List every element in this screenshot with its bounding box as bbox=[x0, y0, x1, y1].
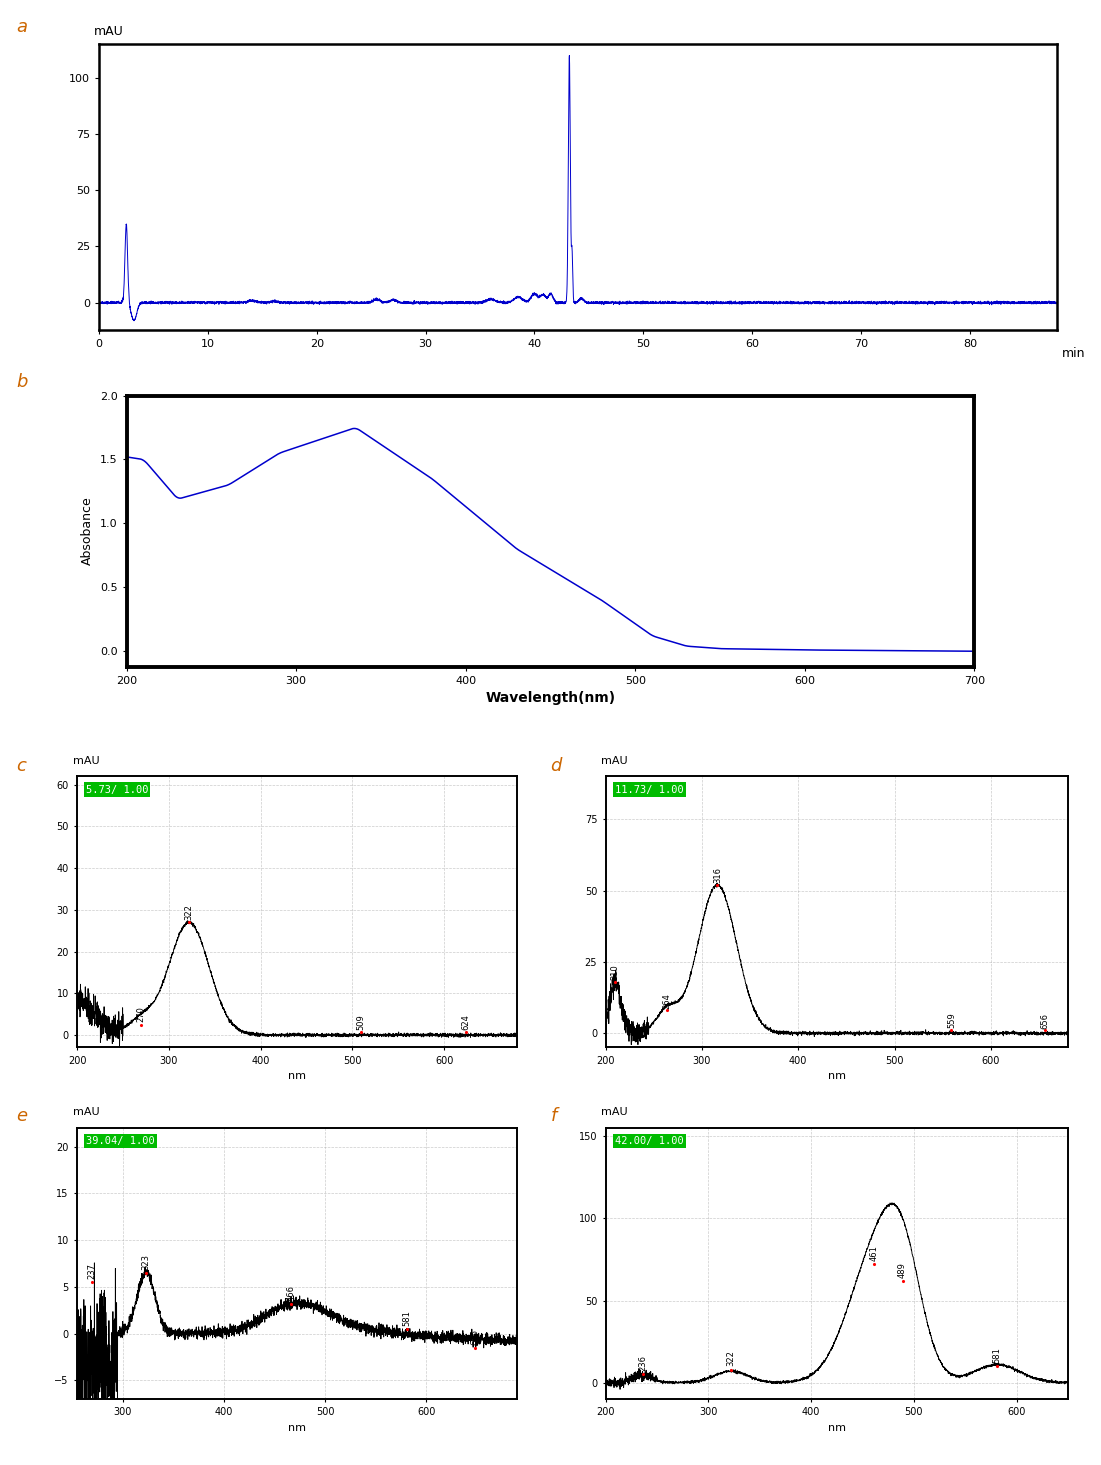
Text: 236: 236 bbox=[639, 1355, 647, 1371]
Text: 264: 264 bbox=[663, 993, 672, 1009]
Text: mAU: mAU bbox=[601, 1108, 628, 1118]
Text: 559: 559 bbox=[947, 1012, 956, 1028]
Text: 656: 656 bbox=[470, 1329, 479, 1345]
Text: mAU: mAU bbox=[73, 1108, 99, 1118]
Text: c: c bbox=[17, 756, 26, 775]
X-axis label: nm: nm bbox=[828, 1071, 846, 1081]
Text: 42.00/ 1.00: 42.00/ 1.00 bbox=[614, 1137, 684, 1146]
Text: 581: 581 bbox=[403, 1310, 412, 1326]
Text: b: b bbox=[17, 372, 28, 391]
Text: mAU: mAU bbox=[601, 756, 628, 766]
Text: 316: 316 bbox=[712, 867, 722, 883]
Text: 237: 237 bbox=[88, 1263, 97, 1279]
Text: mAU: mAU bbox=[95, 25, 124, 38]
Text: 323: 323 bbox=[141, 1254, 151, 1270]
Text: 624: 624 bbox=[461, 1014, 470, 1030]
Text: 270: 270 bbox=[137, 1006, 145, 1023]
Text: d: d bbox=[550, 756, 562, 775]
Text: e: e bbox=[17, 1106, 28, 1125]
Text: 210: 210 bbox=[611, 964, 620, 980]
Text: 322: 322 bbox=[185, 904, 194, 920]
Y-axis label: Absobance: Absobance bbox=[81, 497, 95, 565]
X-axis label: nm: nm bbox=[288, 1071, 306, 1081]
Text: 466: 466 bbox=[286, 1285, 295, 1301]
Text: 581: 581 bbox=[993, 1346, 1002, 1362]
Text: a: a bbox=[17, 18, 28, 37]
Text: 656: 656 bbox=[1040, 1012, 1049, 1028]
X-axis label: Wavelength(nm): Wavelength(nm) bbox=[486, 691, 615, 705]
X-axis label: nm: nm bbox=[288, 1423, 306, 1433]
Text: f: f bbox=[550, 1106, 557, 1125]
Text: min: min bbox=[1061, 347, 1086, 360]
X-axis label: nm: nm bbox=[828, 1423, 846, 1433]
Text: 509: 509 bbox=[356, 1014, 366, 1030]
Text: 39.04/ 1.00: 39.04/ 1.00 bbox=[86, 1137, 154, 1146]
Text: 5.73/ 1.00: 5.73/ 1.00 bbox=[86, 785, 149, 794]
Text: 11.73/ 1.00: 11.73/ 1.00 bbox=[614, 785, 684, 794]
Text: 489: 489 bbox=[898, 1261, 907, 1277]
Text: mAU: mAU bbox=[73, 756, 99, 766]
Text: 461: 461 bbox=[870, 1245, 879, 1261]
Text: 322: 322 bbox=[727, 1351, 735, 1367]
